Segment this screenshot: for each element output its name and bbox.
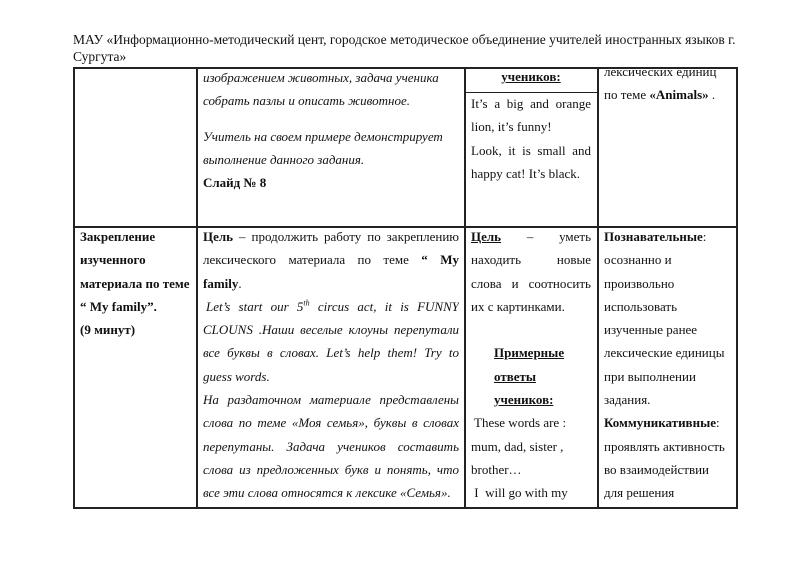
text-line: их с картинками.: [471, 298, 565, 314]
text-line: изученные ранее: [604, 322, 698, 338]
text-line: проявлять активность: [604, 438, 725, 454]
text-line: все буквы в словах. Let’s help them! Try…: [203, 345, 459, 361]
header-line-1: МАУ «Информационно-методический цент, го…: [73, 32, 736, 47]
table-border: [73, 226, 738, 228]
text-line: во взаимодействии: [604, 461, 709, 477]
text-line: It’s a big and orange: [471, 96, 591, 111]
text-line: по теме «Animals» .: [604, 83, 734, 106]
text-span: – уметь: [526, 229, 591, 244]
text-line: находить новые: [471, 252, 591, 268]
text-line: Look, it is small and: [471, 142, 591, 158]
text-line: изученного: [80, 252, 146, 268]
text-line: для решения: [604, 485, 675, 501]
text-span: по теме: [604, 87, 650, 103]
row1-skills-cell: лексических единиц по теме «Animals» .: [604, 60, 734, 107]
text-line: mum, dad, sister ,: [471, 438, 564, 454]
text-span: family: [203, 275, 239, 291]
skill-category: Познавательные: [604, 229, 703, 244]
skill-category: Коммуникативные: [604, 415, 716, 431]
text-line: lion, it’s funny!: [471, 119, 552, 135]
text-line: все эти слова относятся к лексике «Семья…: [203, 485, 451, 501]
text-line: задания.: [604, 392, 651, 408]
cell-divider: [464, 92, 598, 93]
text-line: brother…: [471, 461, 522, 477]
text-line: при выполнении: [604, 368, 696, 384]
text-line: family.: [203, 272, 459, 295]
table-border: [464, 67, 466, 508]
text-span: Let’s start our 5: [206, 298, 304, 314]
text-line: собрать пазлы и описать животное.: [203, 93, 410, 109]
text-span: circus act, it is FUNNY: [309, 298, 459, 314]
text-line: Закрепление: [80, 229, 156, 244]
answers-heading: учеников:: [494, 392, 554, 408]
text-line: лексических единиц: [604, 64, 717, 79]
text-span: “ My: [421, 252, 459, 268]
text-line: guess words.: [203, 368, 270, 384]
table-border: [597, 67, 599, 508]
duration-label: (9 минут): [80, 322, 136, 338]
text-line: слова по теме «Моя семья», буквы в слова…: [203, 415, 459, 431]
text-line: лексического материала по теме “ My: [203, 248, 459, 271]
text-line: лексические единицы: [604, 345, 725, 361]
goal-label: Цель: [471, 229, 502, 244]
text-line: выполнение данного задания.: [203, 151, 365, 167]
row2-activity-cell: Цель – продолжить работу по закреплению …: [203, 225, 459, 505]
text-line: осознанно и: [604, 252, 672, 268]
text-line: На раздаточном материале представлены: [203, 392, 459, 408]
text-span: .: [238, 275, 242, 291]
text-line: произвольно: [604, 275, 675, 291]
table-border: [736, 67, 738, 508]
row2-stage-cell: Закрепление изученного материала по теме…: [80, 225, 192, 341]
text-line: изображением животных, задача ученика: [203, 70, 439, 85]
goal-label: Цель: [203, 229, 234, 244]
text-span: :: [702, 229, 707, 244]
text-line: Цель – уметь: [471, 225, 591, 248]
text-line: Познавательные:: [604, 225, 734, 248]
text-span: .: [708, 87, 716, 103]
answers-heading: ответы: [494, 368, 537, 384]
text-line: happy cat! It’s black.: [471, 165, 581, 181]
row2-skills-cell: Познавательные: осознанно и произвольно …: [604, 225, 734, 505]
text-line: Цель – продолжить работу по закреплению: [203, 225, 459, 248]
text-line: перепутаны. Задача учеников составить: [203, 438, 459, 454]
text-span: :: [716, 415, 720, 431]
table-border: [73, 507, 738, 509]
table-border: [73, 67, 738, 69]
topic-label: «Animals»: [649, 87, 709, 103]
row1-student-cell: учеников: It’s a big and orange lion, it…: [464, 68, 598, 185]
text-span: – продолжить работу по закреплению: [233, 229, 459, 244]
answers-heading: учеников:: [501, 69, 561, 84]
header-line-2: Сургута»: [73, 49, 127, 64]
text-line: Учитель на своем примере демонстрирует: [203, 128, 443, 144]
text-line: слова из предложенных букв и понять, что: [203, 461, 459, 477]
text-span: th: [303, 298, 310, 308]
row2-student-cell: Цель – уметь находить новые слова и соот…: [471, 225, 591, 505]
table-border: [73, 67, 75, 508]
text-line: материала по теме: [80, 275, 190, 291]
table-border: [196, 67, 198, 508]
text-line: использовать: [604, 298, 677, 314]
slide-label: Слайд № 8: [203, 175, 267, 191]
text-line: “ My family”.: [80, 298, 157, 314]
text-line: I will go with my: [471, 485, 568, 501]
text-span: лексического материала по теме: [203, 252, 409, 268]
row1-activity-cell: изображением животных, задача ученика со…: [203, 66, 458, 194]
text-line: Коммуникативные:: [604, 411, 734, 434]
text-line: These words are :: [471, 415, 567, 431]
text-line: слова и соотносить: [471, 275, 591, 291]
text-line: CLOUNS .Наши веселые клоуны перепутали: [203, 322, 459, 338]
answers-heading: Примерные: [494, 345, 565, 361]
text-line: Let’s start our 5th circus act, it is FU…: [203, 295, 459, 318]
